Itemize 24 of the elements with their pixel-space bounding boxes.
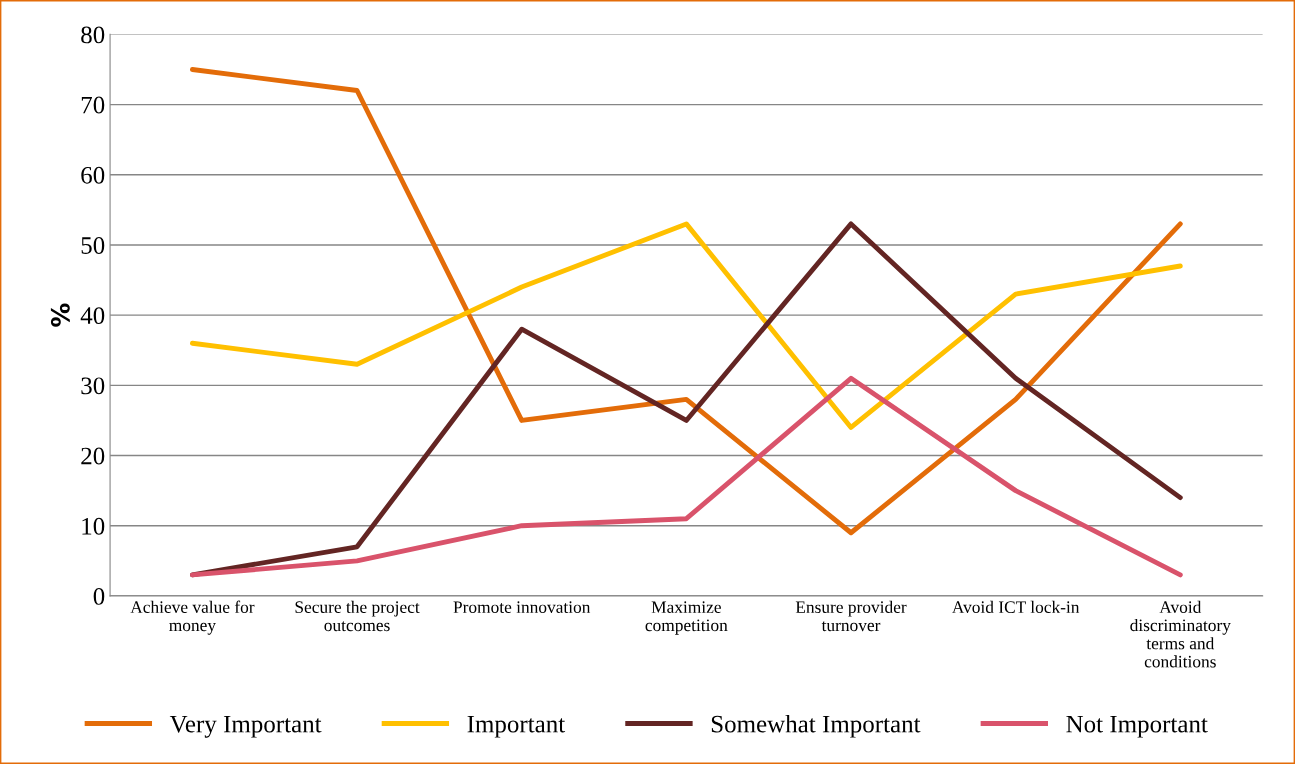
x-tick-label: Ensure provider turnover xyxy=(795,600,907,632)
y-tick-label: 20 xyxy=(81,447,105,465)
y-tick-label: 50 xyxy=(81,237,105,254)
x-tick-label: Secure the project outcomes xyxy=(295,600,420,632)
y-axis-title: % xyxy=(50,303,70,327)
x-tick-label: Promote innovation xyxy=(453,601,591,613)
line-series xyxy=(189,67,1183,536)
line-series xyxy=(189,221,1183,430)
x-tick-label: Avoid discriminatory terms and conditions xyxy=(1130,600,1231,668)
x-tick-label: Maximize competition xyxy=(645,601,728,635)
line-series xyxy=(189,375,1183,578)
legend-label: Very Important xyxy=(169,715,322,738)
y-tick-label: 70 xyxy=(81,96,105,114)
y-tick-label: 40 xyxy=(80,307,105,325)
legend-label: Not Important xyxy=(1066,715,1208,738)
y-tick-label: 10 xyxy=(82,517,105,535)
y-tick-label: 30 xyxy=(81,377,105,395)
y-tick-label: 60 xyxy=(81,166,105,184)
x-tick-label: Achieve value for money xyxy=(130,600,255,635)
x-tick-label: Avoid ICT lock-in xyxy=(952,600,1080,613)
y-tick-label: 80 xyxy=(81,26,105,44)
legend-label: Important xyxy=(467,715,566,738)
legend-label: Somewhat Important xyxy=(711,714,921,738)
y-tick-label: 0 xyxy=(93,587,105,605)
